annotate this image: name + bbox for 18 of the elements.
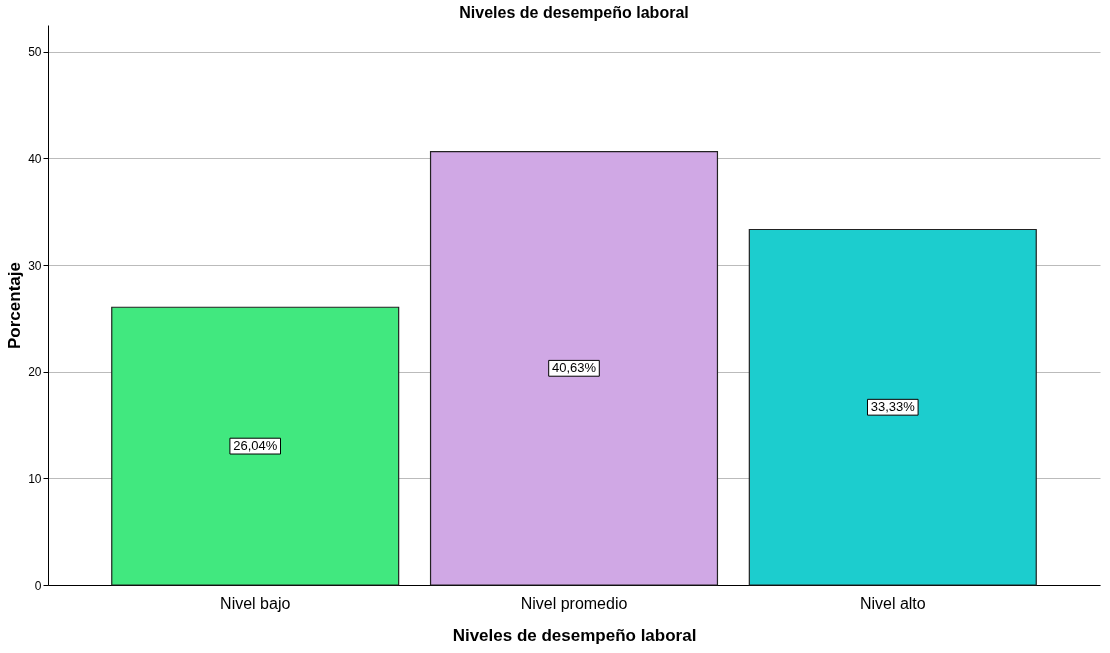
y-tick-label: 20 (28, 365, 42, 380)
y-tick-label: 40 (28, 151, 42, 166)
data-label: 26,04% (233, 438, 278, 454)
y-tick-label: 10 (28, 471, 42, 486)
bar (429, 151, 719, 586)
y-axis-title: Porcentaje (5, 262, 25, 349)
x-tick-label: Nivel alto (859, 594, 926, 612)
x-axis-title: Niveles de desempeño laboral (452, 625, 697, 645)
data-label: 33,33% (870, 399, 916, 415)
data-label: 40,63% (551, 360, 597, 376)
x-tick-label: Nivel bajo (220, 594, 291, 612)
x-tick-label: Nivel promedio (520, 594, 628, 612)
chart-title: Niveles de desempeño laboral (459, 4, 689, 21)
bar (748, 228, 1037, 586)
y-tick-label: 30 (28, 258, 42, 273)
bar (111, 306, 400, 586)
y-tick-label: 50 (28, 45, 42, 60)
y-tick-label: 0 (34, 578, 42, 593)
